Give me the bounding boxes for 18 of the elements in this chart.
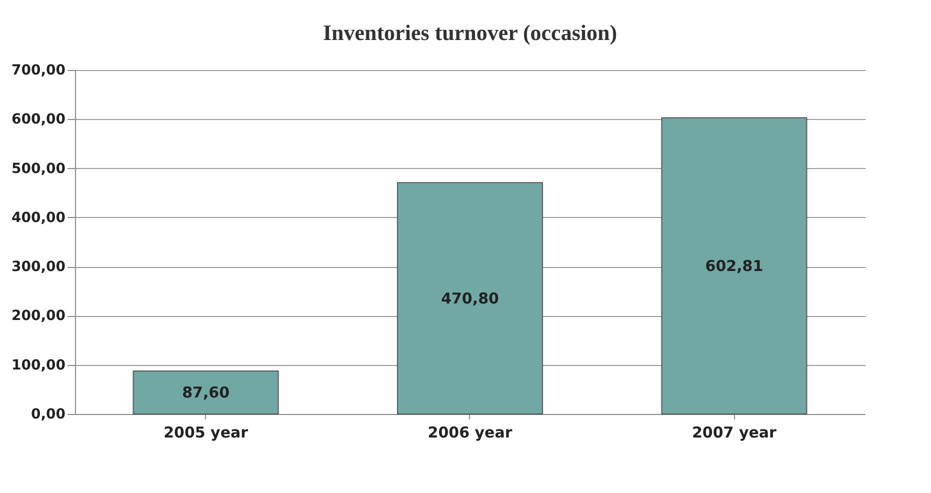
x-tick-label: 2006 year (428, 424, 513, 442)
data-label: 470,80 (441, 289, 499, 308)
x-tick-label: 2007 year (692, 424, 778, 442)
data-label: 87,60 (182, 383, 230, 402)
y-tick-label: 200,00 (11, 308, 66, 324)
y-tick-label: 600,00 (11, 112, 66, 128)
y-tick-label: 700,00 (11, 62, 66, 78)
y-tick-label: 100,00 (11, 357, 66, 374)
data-label: 602,81 (705, 256, 764, 275)
y-tick-label: 400,00 (11, 210, 66, 226)
x-tick-label: 2005 year (164, 424, 249, 442)
chart-title: Inventories turnover (occasion) (322, 20, 618, 45)
y-tick-label: 0,00 (30, 406, 66, 422)
bar (661, 117, 808, 414)
bar (397, 182, 543, 414)
y-tick-label: 500,00 (11, 160, 66, 177)
y-tick-label: 300,00 (11, 259, 66, 276)
bar (132, 370, 279, 414)
